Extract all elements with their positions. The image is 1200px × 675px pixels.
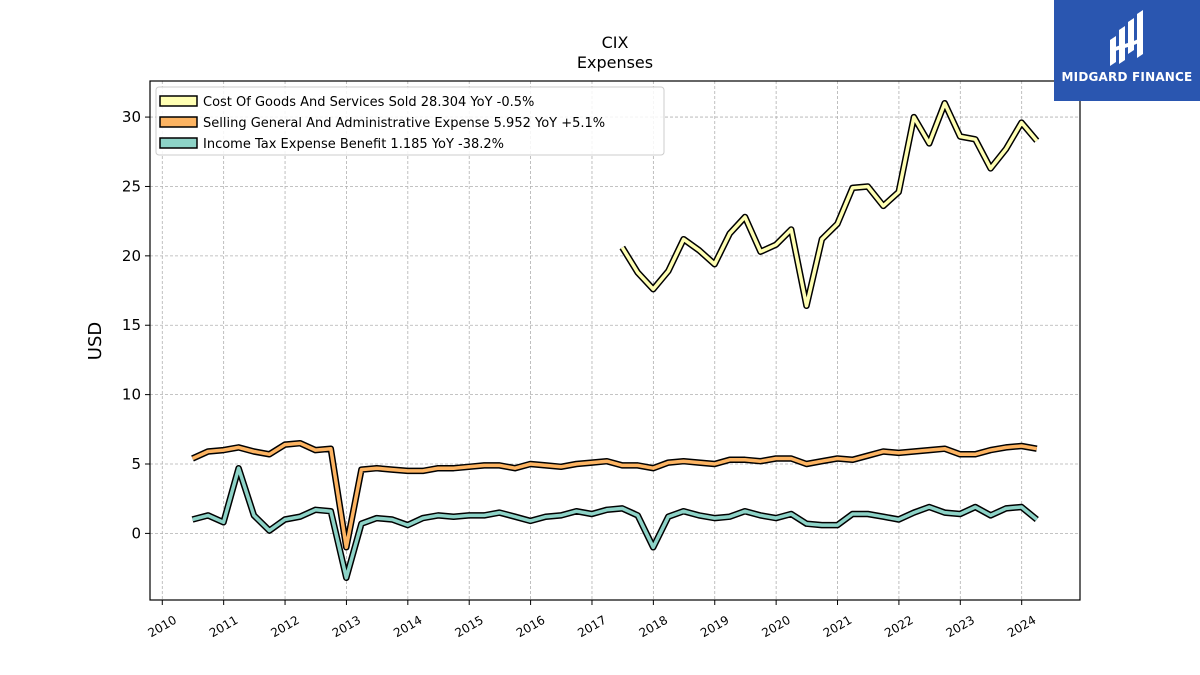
legend: Cost Of Goods And Services Sold 28.304 Y… bbox=[155, 86, 665, 156]
x-tick-label: 2012 bbox=[268, 613, 301, 640]
series-line-outline bbox=[191, 464, 1039, 582]
series-line-outline bbox=[191, 439, 1038, 551]
grid bbox=[150, 81, 1080, 600]
x-tick-label: 2015 bbox=[452, 613, 485, 640]
legend-swatch bbox=[159, 137, 198, 149]
x-tick-label: 2017 bbox=[575, 613, 608, 640]
y-tick-label: 30 bbox=[122, 108, 141, 126]
y-tick-label: 25 bbox=[122, 177, 141, 195]
y-tick-label: 5 bbox=[131, 455, 141, 473]
logo: MIDGARD FINANCE bbox=[1054, 0, 1200, 101]
legend-swatch bbox=[159, 116, 198, 128]
y-tick-label: 20 bbox=[122, 247, 141, 265]
x-tick-label: 2013 bbox=[330, 613, 363, 640]
legend-swatch bbox=[159, 95, 198, 107]
x-tick-label: 2018 bbox=[637, 613, 670, 640]
y-axis-label: USD bbox=[85, 322, 106, 360]
series-lines bbox=[191, 99, 1040, 582]
x-tick-label: 2011 bbox=[207, 613, 240, 640]
legend-label: Cost Of Goods And Services Sold 28.304 Y… bbox=[203, 95, 534, 110]
x-tick-label: 2019 bbox=[698, 613, 731, 640]
series-line bbox=[620, 101, 1039, 308]
series-line bbox=[191, 441, 1038, 550]
x-tick-label: 2016 bbox=[514, 613, 547, 640]
logo-mark-icon bbox=[1110, 10, 1143, 66]
axes: 0 5 10 15 20 25 30 2010 2011 2012 2013 2014 2015 2016… bbox=[122, 80, 1081, 640]
legend-label: Income Tax Expense Benefit 1.185 YoY -38… bbox=[203, 137, 504, 152]
series-line bbox=[192, 466, 1038, 580]
x-tick-label: 2010 bbox=[146, 613, 179, 640]
y-tick-label: 0 bbox=[131, 524, 141, 542]
series-line-outline bbox=[619, 99, 1040, 310]
chart-subtitle: Expenses bbox=[577, 53, 653, 72]
chart-title: CIX bbox=[602, 33, 629, 52]
x-tick-label: 2022 bbox=[882, 613, 915, 640]
legend-label: Selling General And Administrative Expen… bbox=[203, 116, 605, 131]
x-tick-label: 2023 bbox=[944, 613, 977, 640]
y-tick-label: 10 bbox=[122, 386, 141, 404]
plot-frame bbox=[149, 80, 1081, 601]
y-tick-label: 15 bbox=[122, 316, 141, 334]
x-tick-label: 2020 bbox=[759, 613, 792, 640]
x-tick-label: 2014 bbox=[391, 613, 424, 640]
legend-box bbox=[155, 86, 665, 156]
logo-text: MIDGARD FINANCE bbox=[1061, 70, 1193, 84]
x-tick-label: 2024 bbox=[1005, 613, 1038, 640]
x-tick-label: 2021 bbox=[821, 613, 854, 640]
